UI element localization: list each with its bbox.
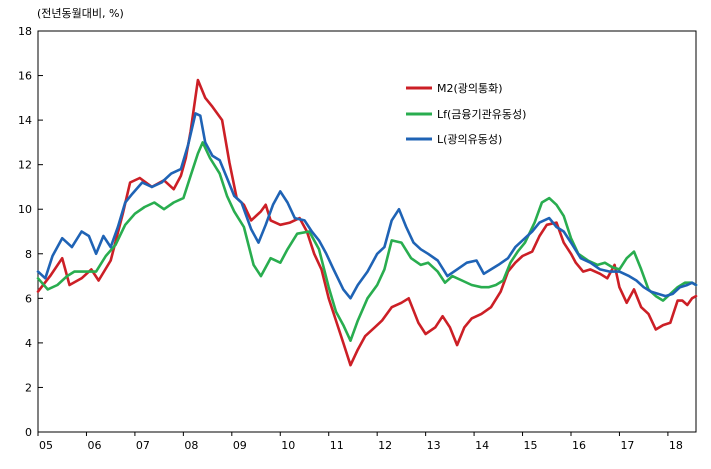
series-line-lf xyxy=(36,141,698,343)
x-tick-label: 09 xyxy=(233,439,247,452)
series-line-l xyxy=(36,112,698,300)
series-group xyxy=(36,78,698,367)
x-tick-label: 05 xyxy=(39,439,53,452)
unit-label: (전년동월대비, %) xyxy=(37,7,124,20)
x-tick-label: 10 xyxy=(281,439,295,452)
y-tick-label: 18 xyxy=(18,25,32,38)
plot-frame xyxy=(37,30,697,433)
legend-label-m2: M2(광의통화) xyxy=(437,82,503,95)
y-tick-label: 12 xyxy=(18,159,32,172)
x-tick-label: 14 xyxy=(475,439,489,452)
x-tick-label: 08 xyxy=(184,439,198,452)
x-tick-label: 13 xyxy=(427,439,441,452)
x-axis: 05 06 07 08 09 10 11 12 13 14 15 16 17 18 xyxy=(37,432,683,452)
x-tick-label: 12 xyxy=(378,439,392,452)
legend: M2(광의통화) Lf(금융기관유동성) L(광의유동성) xyxy=(406,82,526,146)
y-tick-label: 16 xyxy=(18,70,32,83)
x-tick-label: 15 xyxy=(524,439,538,452)
y-tick-label: 0 xyxy=(25,426,32,439)
x-tick-label: 17 xyxy=(620,439,634,452)
y-tick-label: 4 xyxy=(25,337,32,350)
x-tick-label: 18 xyxy=(669,439,683,452)
x-tick-label: 11 xyxy=(330,439,344,452)
series-line-m2 xyxy=(36,78,698,367)
legend-label-l: L(광의유동성) xyxy=(437,133,502,146)
y-tick-label: 10 xyxy=(18,203,32,216)
x-tick-label: 07 xyxy=(136,439,150,452)
y-axis: 0 2 4 6 8 10 12 14 16 18 xyxy=(18,25,43,439)
legend-label-lf: Lf(금융기관유동성) xyxy=(437,108,526,121)
y-tick-label: 8 xyxy=(25,248,32,261)
y-tick-label: 6 xyxy=(25,292,32,305)
x-tick-label: 06 xyxy=(87,439,101,452)
x-tick-label: 16 xyxy=(572,439,586,452)
y-tick-label: 14 xyxy=(18,114,32,127)
y-tick-label: 2 xyxy=(25,381,32,394)
